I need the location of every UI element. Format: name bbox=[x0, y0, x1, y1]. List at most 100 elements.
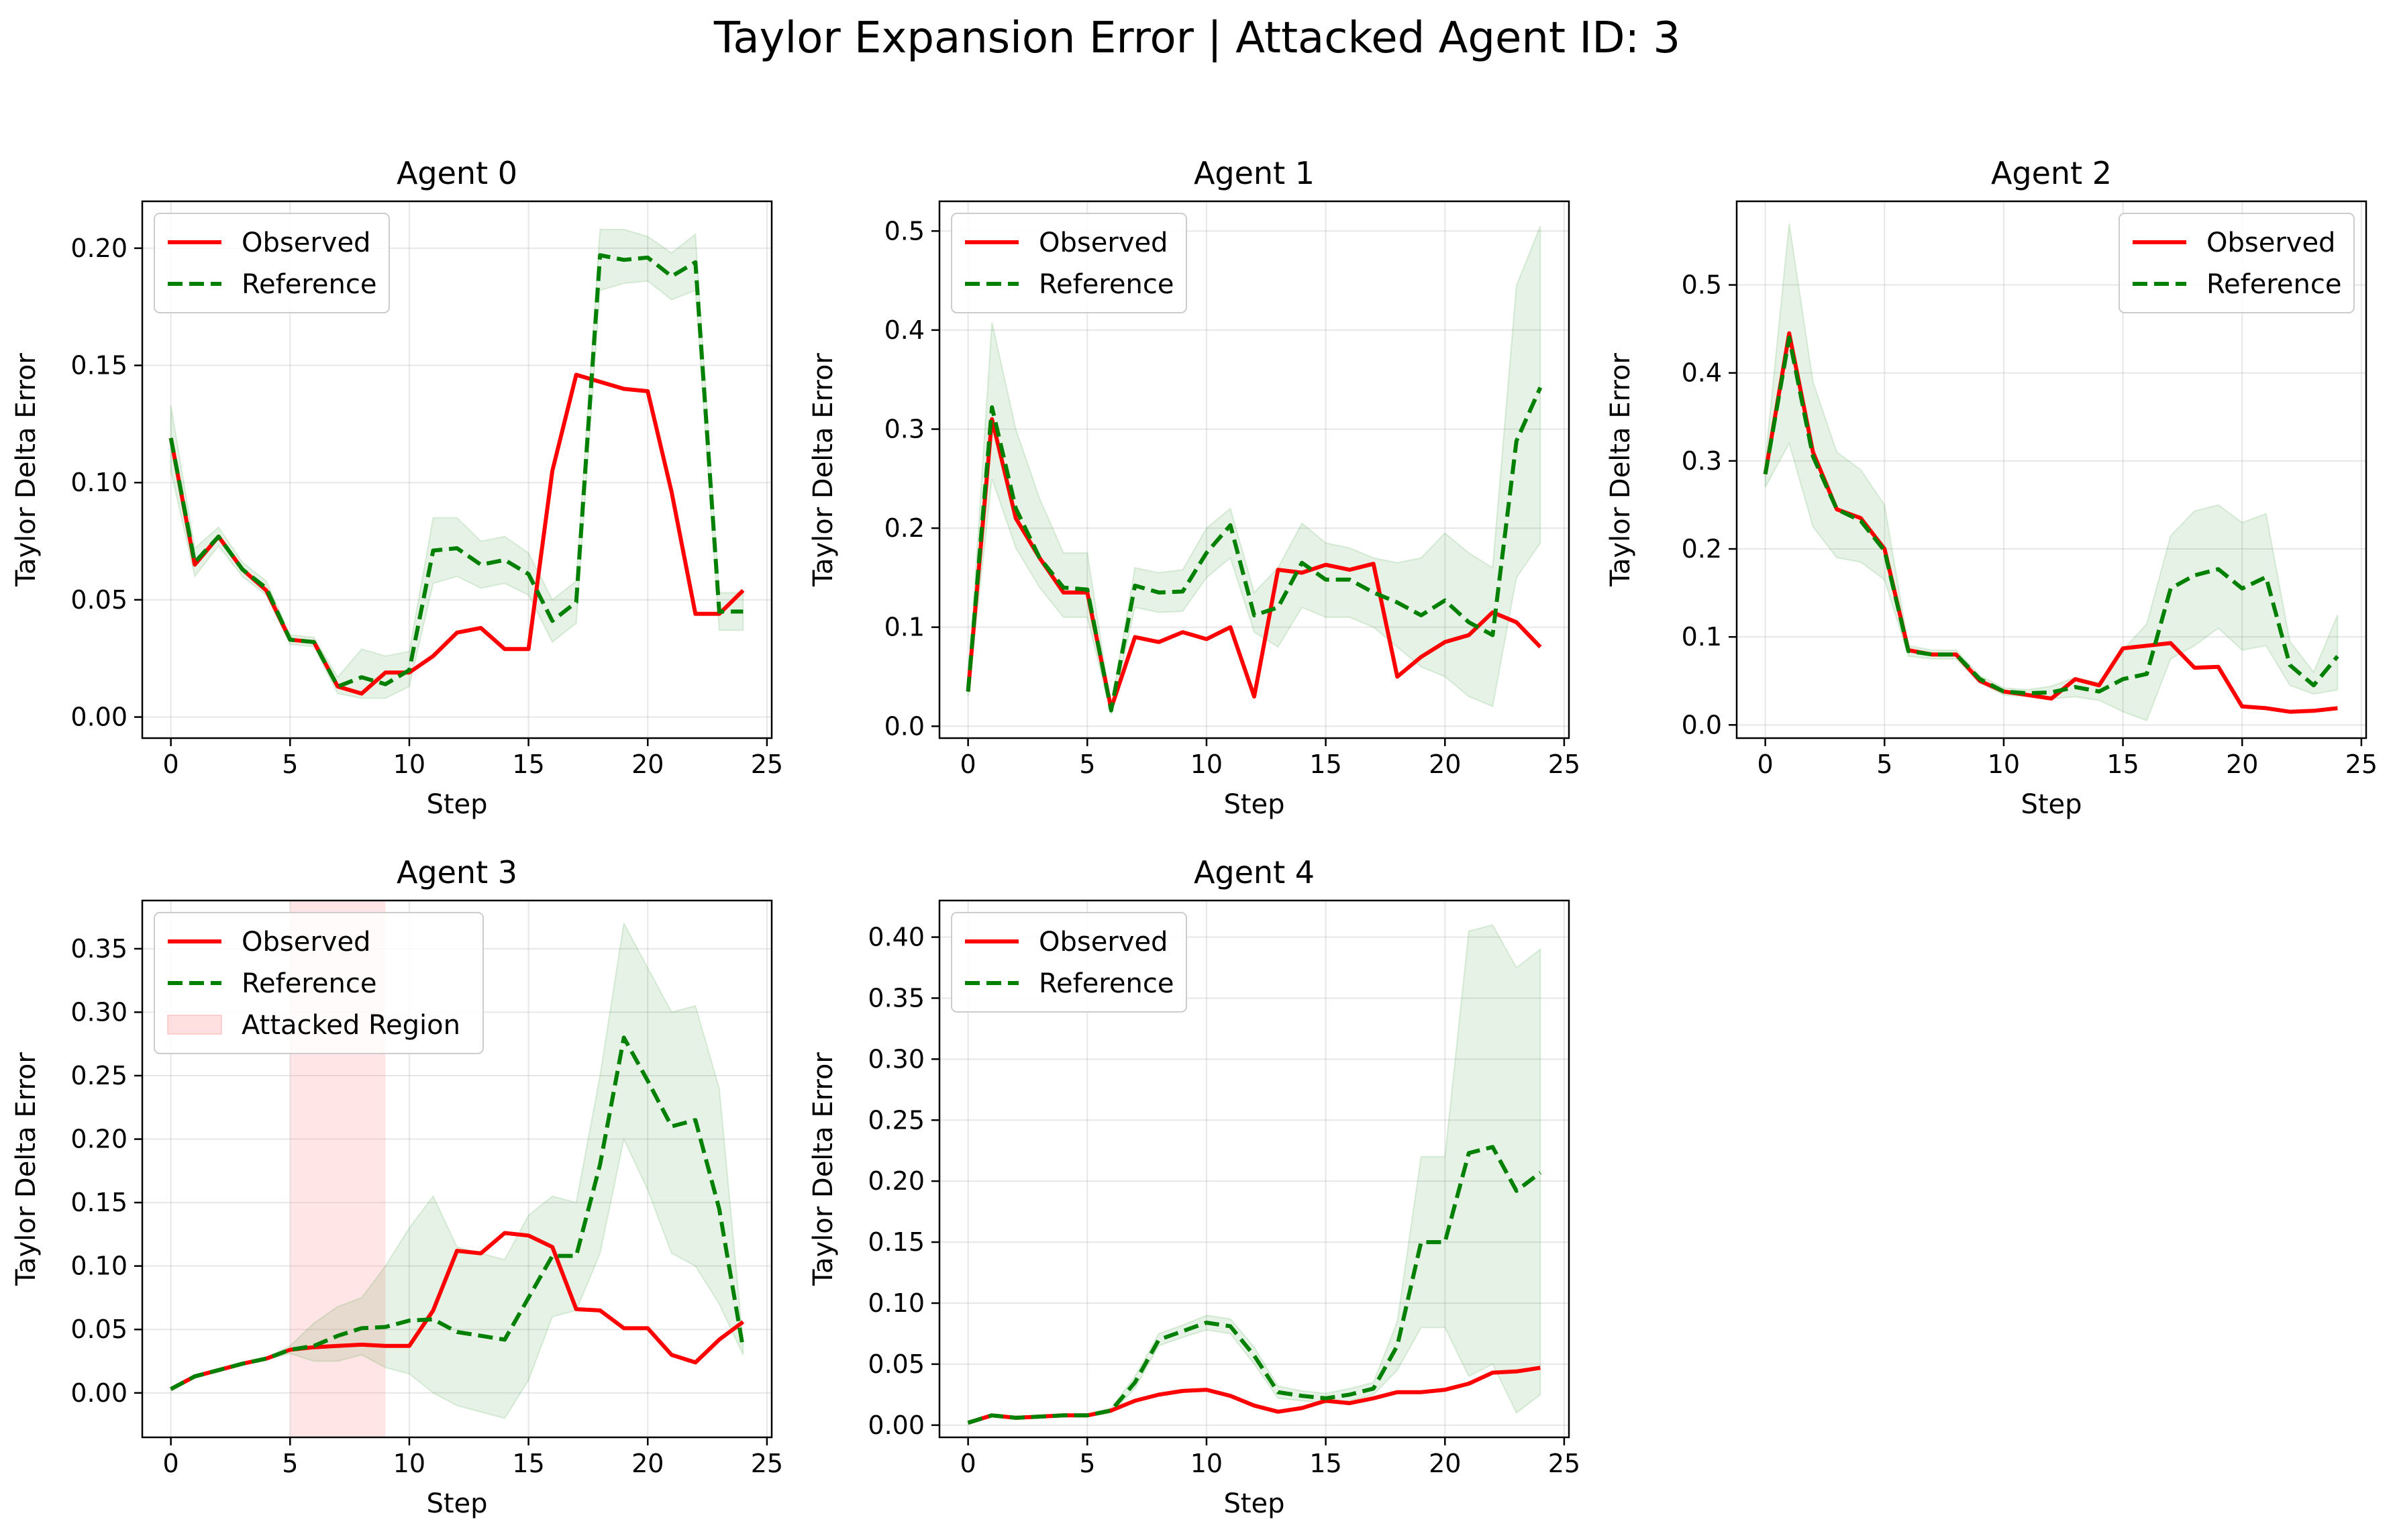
y-tick-label-4: 0.20 bbox=[868, 1166, 925, 1196]
x-tick-label-2: 10 bbox=[393, 1449, 425, 1478]
plot-area bbox=[966, 225, 1543, 715]
axes-frame bbox=[938, 899, 1570, 1439]
subplot-title: Agent 3 bbox=[397, 854, 517, 890]
y-tick-label-3: 0.15 bbox=[70, 1188, 128, 1217]
legend: Observed Reference bbox=[951, 213, 1187, 313]
axes-frame bbox=[141, 200, 773, 739]
y-tick-label-4: 0.20 bbox=[70, 234, 128, 263]
y-tick-label-6: 0.30 bbox=[70, 997, 128, 1027]
x-tick-label-2: 10 bbox=[1988, 750, 2020, 779]
y-tick-label-2: 0.10 bbox=[868, 1288, 925, 1318]
x-axis-label: Step bbox=[1223, 1488, 1284, 1519]
legend-label-0: Observed bbox=[242, 227, 370, 258]
y-tick-label-1: 0.05 bbox=[868, 1349, 925, 1379]
subplot-agent-4: 0 5 10 15 20 25 0.00 0.05 0.10 0.15 0.20 0.25 0.30 0.… bbox=[808, 854, 1580, 1519]
reference-line bbox=[168, 253, 744, 689]
x-tick-label-4: 20 bbox=[631, 1449, 664, 1478]
observed-line bbox=[168, 372, 745, 696]
y-tick-label-1: 0.05 bbox=[70, 1315, 128, 1344]
y-axis-label: Taylor Delta Error bbox=[11, 353, 42, 587]
x-tick-label-0: 0 bbox=[1757, 750, 1774, 779]
y-tick-label-8: 0.40 bbox=[868, 923, 925, 952]
y-tick-label-0: 0.00 bbox=[868, 1410, 925, 1440]
x-tick-label-5: 25 bbox=[751, 1449, 783, 1478]
legend-label-1: Reference bbox=[242, 968, 376, 999]
plot-area bbox=[967, 924, 1542, 1425]
y-tick-label-7: 0.35 bbox=[868, 983, 925, 1013]
legend-frame bbox=[951, 912, 1187, 1013]
subplot-title: Agent 2 bbox=[1991, 155, 2112, 191]
x-tick-label-4: 20 bbox=[2226, 750, 2258, 779]
legend-swatch-attacked bbox=[167, 1015, 222, 1035]
y-axis-label: Taylor Delta Error bbox=[808, 1052, 839, 1286]
y-tick-label-2: 0.2 bbox=[884, 513, 925, 543]
reference-line bbox=[966, 387, 1543, 713]
x-tick-label-4: 20 bbox=[631, 750, 664, 779]
legend-frame bbox=[154, 912, 484, 1054]
x-tick-label-4: 20 bbox=[1429, 1449, 1461, 1478]
x-tick-label-3: 15 bbox=[1309, 750, 1341, 779]
y-axis-label: Taylor Delta Error bbox=[1605, 353, 1636, 587]
x-tick-label-1: 5 bbox=[282, 750, 298, 779]
y-tick-label-5: 0.5 bbox=[884, 216, 925, 246]
y-tick-label-0: 0.00 bbox=[70, 1378, 128, 1408]
legend-label-0: Observed bbox=[242, 927, 370, 958]
axes-frame bbox=[141, 899, 773, 1439]
reference-band bbox=[967, 225, 1541, 715]
x-tick-label-3: 15 bbox=[512, 750, 544, 779]
reference-line bbox=[967, 1145, 1542, 1425]
y-tick-label-3: 0.15 bbox=[70, 351, 128, 380]
x-axis-label: Step bbox=[426, 789, 487, 820]
legend: Observed Reference bbox=[154, 213, 390, 313]
y-tick-label-7: 0.35 bbox=[70, 934, 128, 964]
legend-label-0: Observed bbox=[1039, 927, 1168, 958]
legend-label-2: Attacked Region bbox=[242, 1010, 460, 1041]
y-tick-label-5: 0.25 bbox=[868, 1105, 925, 1135]
y-tick-label-5: 0.25 bbox=[70, 1061, 128, 1090]
legend: Observed Reference bbox=[951, 912, 1187, 1013]
reference-band bbox=[170, 228, 744, 699]
y-tick-label-4: 0.20 bbox=[70, 1125, 128, 1154]
y-axis-label: Taylor Delta Error bbox=[808, 353, 839, 587]
x-tick-label-5: 25 bbox=[1548, 750, 1580, 779]
y-tick-label-0: 0.0 bbox=[1682, 710, 1722, 739]
x-tick-label-5: 25 bbox=[751, 750, 783, 779]
subplot-title: Agent 0 bbox=[397, 155, 517, 191]
y-tick-label-2: 0.2 bbox=[1682, 534, 1722, 564]
x-tick-label-0: 0 bbox=[163, 1449, 179, 1478]
observed-line bbox=[966, 417, 1542, 711]
legend-frame bbox=[951, 213, 1187, 313]
y-tick-label-3: 0.3 bbox=[884, 414, 925, 444]
subplot-agent-3: 0 5 10 15 20 25 0.00 0.05 0.10 0.15 0.20 0.25 0.30 0.… bbox=[11, 854, 783, 1519]
subplot-agent-0: 0 5 10 15 20 25 0.00 0.05 0.10 0.15 0.20 Agent 0 Ste… bbox=[11, 155, 783, 820]
plot-area bbox=[168, 228, 745, 699]
x-tick-label-1: 5 bbox=[1876, 750, 1892, 779]
y-axis-label: Taylor Delta Error bbox=[11, 1052, 42, 1286]
legend-frame bbox=[154, 213, 390, 313]
y-tick-label-2: 0.10 bbox=[70, 1251, 128, 1281]
observed-line bbox=[170, 1231, 745, 1391]
axes-frame bbox=[938, 200, 1570, 739]
x-axis-label: Step bbox=[2021, 789, 2082, 820]
y-tick-label-2: 0.10 bbox=[70, 468, 128, 497]
x-tick-label-0: 0 bbox=[960, 1449, 976, 1478]
y-tick-label-1: 0.05 bbox=[70, 585, 128, 615]
y-tick-label-5: 0.5 bbox=[1682, 270, 1722, 300]
y-tick-label-4: 0.4 bbox=[1682, 358, 1722, 388]
x-axis-label: Step bbox=[426, 1488, 487, 1519]
y-tick-label-6: 0.30 bbox=[868, 1044, 925, 1074]
y-tick-label-1: 0.1 bbox=[1682, 622, 1722, 652]
x-tick-label-1: 5 bbox=[282, 1449, 298, 1478]
reference-band bbox=[1764, 223, 2339, 722]
legend: Observed Reference Attacked Region bbox=[154, 912, 484, 1054]
subplot-title: Agent 1 bbox=[1194, 155, 1315, 191]
plot-area bbox=[1763, 223, 2339, 722]
subplot-agent-2: 0 5 10 15 20 25 0.0 0.1 0.2 0.3 0.4 0.5 Agent 2 Step T… bbox=[1605, 155, 2378, 820]
legend-label-1: Reference bbox=[1039, 269, 1174, 300]
x-tick-label-2: 10 bbox=[1190, 750, 1223, 779]
legend-label-1: Reference bbox=[1039, 968, 1174, 999]
x-tick-label-2: 10 bbox=[1190, 1449, 1223, 1478]
y-tick-label-3: 0.15 bbox=[868, 1227, 925, 1257]
x-tick-label-4: 20 bbox=[1429, 750, 1461, 779]
